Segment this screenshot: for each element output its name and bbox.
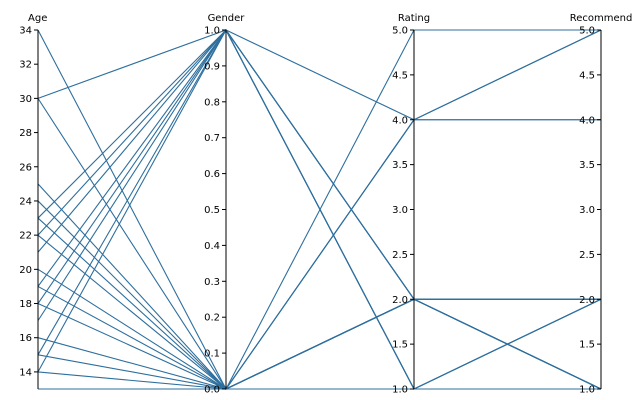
record-line-7 [37,217,602,390]
rating-tick-label: 3.0 [392,205,408,216]
record-line-2 [37,29,602,121]
age-tick-label: 24 [19,196,32,207]
gender-tick-label: 1.0 [204,26,220,37]
record-line-13 [37,119,601,390]
recommend-tick-label: 2.5 [579,250,595,261]
recommend-axis-title: Recommend [570,13,633,24]
gender-tick-label: 0.7 [204,133,220,144]
age-tick-label: 16 [19,333,32,344]
rating-tick-label: 5.0 [392,26,408,37]
gender-tick-label: 0.8 [204,97,220,108]
record-line-9 [37,234,601,390]
age-tick-label: 22 [19,231,32,242]
age-tick-label: 28 [19,128,32,139]
gender-axis-title: Gender [208,13,246,24]
rating-tick-label: 3.5 [392,160,408,171]
recommend-tick-label: 2.0 [579,295,595,306]
rating-tick-label: 1.0 [392,385,408,396]
axes: Age 14 16 18 20 22 24 26 28 30 32 34 Gender 0.0 0.1 0.2… [19,13,632,396]
recommend-tick-label: 4.0 [579,115,595,126]
gender-tick-label: 0.5 [204,205,220,216]
recommend-tick-label: 1.0 [579,385,595,396]
record-line-4 [37,183,601,390]
age-tick-label: 34 [19,26,32,37]
gender-tick-label: 0.3 [204,277,220,288]
rating-tick-label: 2.0 [392,295,408,306]
recommend-tick-label: 5.0 [579,26,595,37]
age-tick-label: 30 [19,94,32,105]
age-tick-label: 20 [19,265,32,276]
gender-tick-label: 0.4 [204,241,220,252]
rating-axis-title: Rating [398,13,430,24]
recommend-tick-label: 3.5 [579,160,595,171]
record-lines [37,28,602,391]
gender-tick-label: 0.6 [204,169,220,180]
gender-tick-label: 0.9 [204,61,220,72]
age-tick-label: 18 [19,299,32,310]
age-tick-label: 32 [19,60,32,71]
recommend-tick-label: 4.5 [579,70,595,81]
rating-tick-label: 2.5 [392,250,408,261]
rating-tick-label: 4.5 [392,70,408,81]
age-tick-label: 14 [19,367,32,378]
record-line-3 [37,98,601,390]
record-line-22 [38,298,602,390]
gender-tick-label: 0.1 [204,349,220,360]
gender-tick-label: 0.0 [204,385,220,396]
age-tick-label: 26 [19,162,32,173]
recommend-tick-label: 1.5 [579,340,595,351]
rating-tick-label: 1.5 [392,340,408,351]
recommend-tick-label: 3.0 [579,205,595,216]
rating-tick-label: 4.0 [392,115,408,126]
gender-tick-label: 0.2 [204,313,220,324]
age-axis-title: Age [28,13,47,24]
